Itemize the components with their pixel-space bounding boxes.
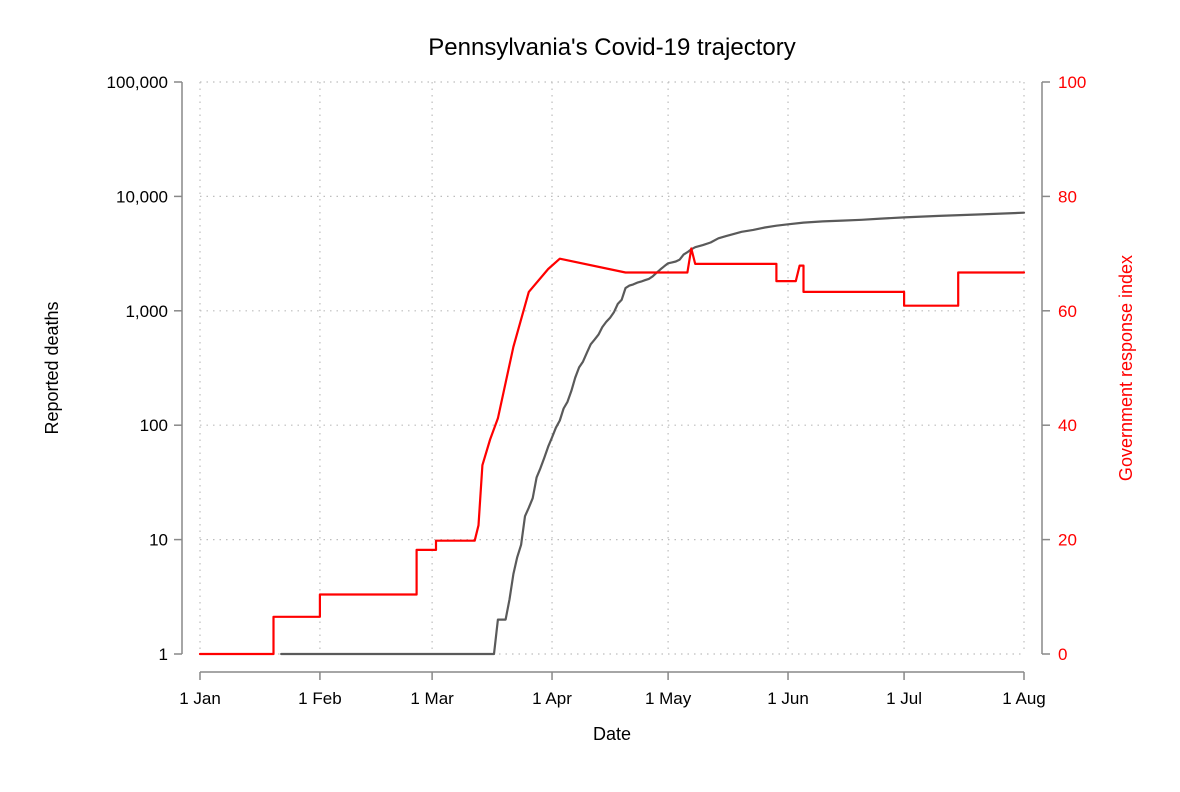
x-tick-label: 1 May [645,689,692,708]
y-axis-right-title: Government response index [1116,255,1136,481]
series-line-response [198,247,1026,656]
x-tick-label: 1 Aug [1002,689,1046,708]
x-tick-label: 1 Apr [532,689,572,708]
x-tick-label: 1 Jan [179,689,221,708]
x-tick-label: 1 Feb [298,689,341,708]
x-tick-label: 1 Mar [410,689,454,708]
x-tick-label: 1 Jun [767,689,809,708]
axes: 1 10 100 1,000 10,000 100,000 0 20 40 60 80 100 1 Ja… [107,73,1087,708]
y-right-tick-label: 20 [1058,531,1077,550]
y-left-tick-label: 10 [149,531,168,550]
y-axis-left-title: Reported deaths [42,301,62,434]
grid-lines [199,81,1025,655]
y-left-tick-label: 100,000 [107,73,168,92]
y-left-tick-label: 100 [140,416,168,435]
series-lines [198,211,1026,656]
x-tick-label: 1 Jul [886,689,922,708]
y-right-tick-label: 40 [1058,416,1077,435]
y-right-tick-label: 0 [1058,645,1067,664]
y-right-tick-label: 100 [1058,73,1086,92]
series-line-deaths [280,211,1026,656]
y-right-tick-label: 80 [1058,187,1077,206]
x-axis-title: Date [593,724,631,744]
y-left-tick-label: 1 [159,645,168,664]
y-left-tick-label: 10,000 [116,187,168,206]
y-left-tick-label: 1,000 [125,302,168,321]
y-right-tick-label: 60 [1058,302,1077,321]
chart-title: Pennsylvania's Covid-19 trajectory [428,34,795,61]
